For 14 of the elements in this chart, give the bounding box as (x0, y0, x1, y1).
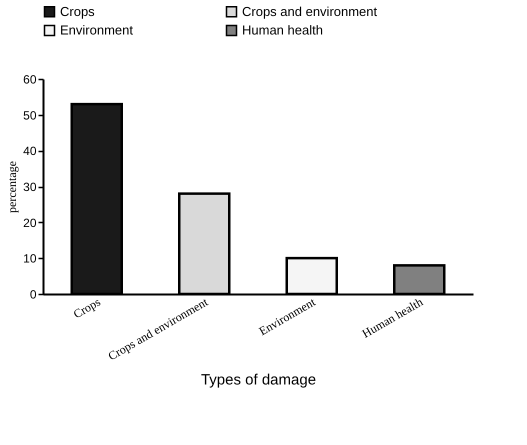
legend-label: Crops (60, 4, 96, 19)
x-axis-title: Types of damage (200, 371, 316, 388)
y-tick-label: 0 (30, 288, 37, 302)
legend-label: Crops and environment (242, 4, 378, 19)
y-tick-label: 10 (23, 252, 37, 266)
y-tick-label: 50 (23, 108, 37, 122)
y-tick-label: 20 (23, 216, 37, 230)
y-tick-label: 40 (23, 144, 37, 158)
legend-label: Human health (242, 22, 323, 38)
y-tick-label: 30 (23, 180, 37, 194)
x-tick-label: Crops (70, 294, 104, 322)
y-axis-title: percentage (5, 161, 20, 213)
legend-label: Environment (60, 22, 134, 38)
y-tick-label: 60 (23, 72, 37, 86)
